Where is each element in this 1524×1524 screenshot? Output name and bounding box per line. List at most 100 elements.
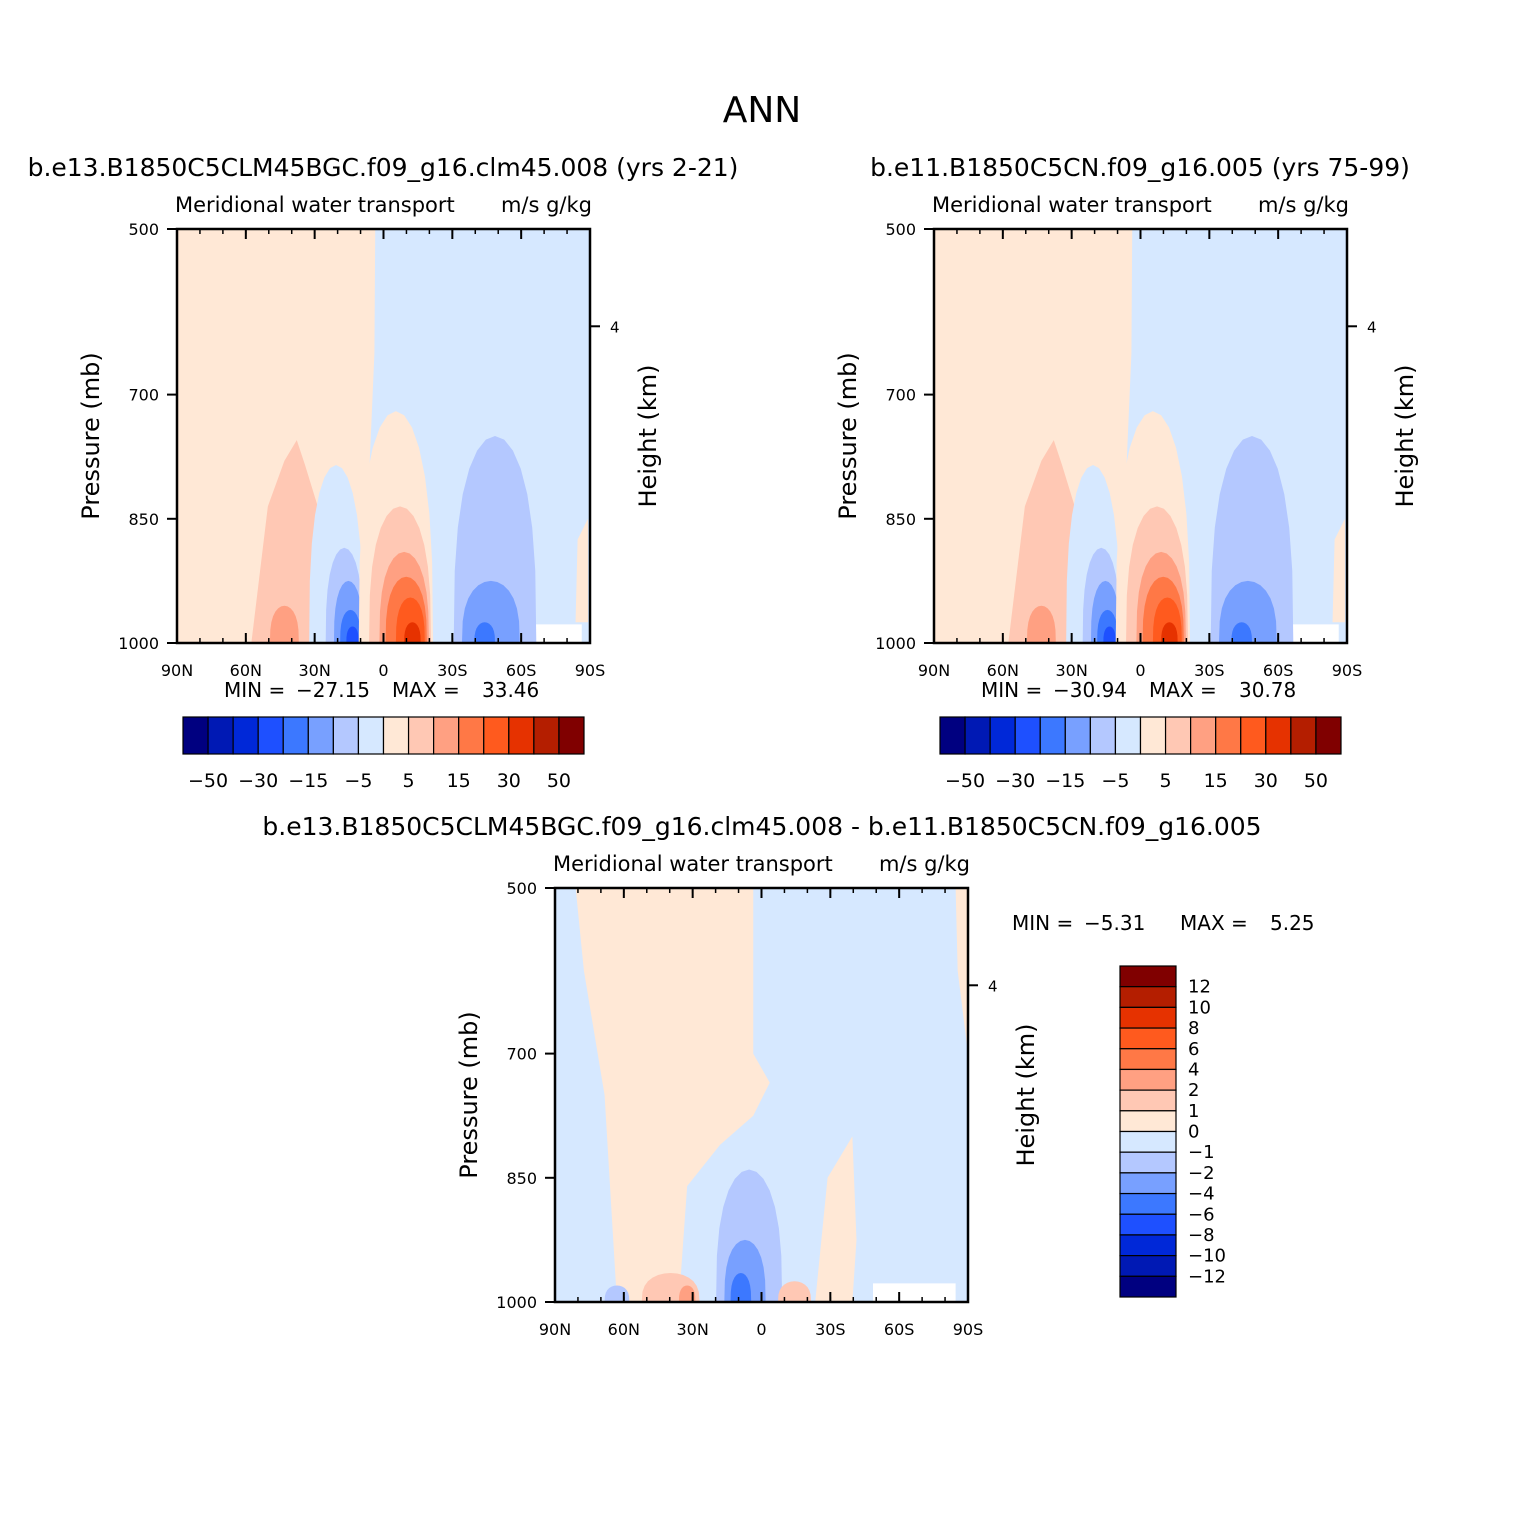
field-southern-positive-strip <box>1332 518 1345 623</box>
y-tick-label: 700 <box>885 386 916 405</box>
colorbar-swatch <box>382 716 410 755</box>
field-diff-positive-surface-core <box>678 1285 696 1302</box>
field-diff-positive-north <box>575 888 770 1302</box>
colorbar-swatch <box>1119 1213 1177 1236</box>
colorbar-swatch <box>1014 716 1041 755</box>
colorbar-label: 10 <box>1188 997 1211 1018</box>
contour-field <box>555 888 968 1302</box>
x-tick-label: 90N <box>161 661 193 680</box>
colorbar-swatch <box>1119 1172 1177 1195</box>
field-southern-negative-core <box>1231 622 1253 643</box>
colorbar-swatch <box>533 716 560 755</box>
colorbar-label: −10 <box>1188 1246 1226 1267</box>
max-value: 33.46 <box>482 678 539 702</box>
y-tick-label: 700 <box>128 386 159 405</box>
colorbar-swatch <box>1039 716 1066 755</box>
x-tick-label: 60S <box>884 1320 915 1339</box>
colorbar-label: −2 <box>1188 1163 1215 1184</box>
x-tick-label: 90N <box>539 1320 571 1339</box>
y-tick-label: 850 <box>885 510 916 529</box>
colorbar-swatch <box>1119 1110 1177 1133</box>
y2-axis-label: Height (km) <box>1012 1024 1040 1167</box>
colorbar-label: −4 <box>1188 1184 1215 1205</box>
y-tick-label: 1000 <box>118 634 159 653</box>
colorbar-swatch <box>1119 1130 1177 1153</box>
colorbar-label: −6 <box>1188 1204 1215 1225</box>
colorbar-label: −5 <box>344 770 372 792</box>
colorbar-label: −15 <box>1045 770 1085 792</box>
contour-field <box>177 229 590 643</box>
x-tick-label: 30S <box>1194 661 1225 680</box>
colorbar-label: −30 <box>238 770 278 792</box>
colorbar-label: 15 <box>447 770 471 792</box>
colorbar-swatch <box>357 716 385 755</box>
panel-units: m/s g/kg <box>501 193 592 217</box>
max-label: MAX = <box>1180 911 1248 935</box>
panel-subtitle: Meridional water transport <box>932 193 1212 217</box>
y-tick-label: 1000 <box>875 634 916 653</box>
min-value: −5.31 <box>1084 911 1145 935</box>
colorbar-label: 15 <box>1204 770 1228 792</box>
panel-subtitle: Meridional water transport <box>553 852 833 876</box>
field-midlat-positive-core <box>1026 605 1056 643</box>
colorbar-swatch <box>1215 716 1242 755</box>
y2-axis-label: Height (km) <box>1391 365 1419 508</box>
field-diff-negative-core <box>730 1273 752 1302</box>
max-label: MAX = <box>1149 678 1217 702</box>
colorbar-label: −50 <box>188 770 228 792</box>
x-tick-label: 30N <box>299 661 331 680</box>
min-label: MIN = <box>1012 911 1073 935</box>
colorbar-swatch <box>558 716 585 755</box>
x-tick-label: 90S <box>1332 661 1363 680</box>
missing-data-region <box>873 1283 956 1302</box>
x-tick-label: 60N <box>608 1320 640 1339</box>
colorbar-label: 1 <box>1188 1101 1199 1122</box>
x-tick-label: 30N <box>677 1320 709 1339</box>
colorbar-label: 5 <box>403 770 415 792</box>
colorbar-swatch <box>307 716 334 755</box>
colorbar-swatch <box>1119 1234 1177 1257</box>
colorbar-swatch <box>1089 716 1117 755</box>
x-tick-label: 0 <box>1135 661 1145 680</box>
colorbar-label: −50 <box>945 770 985 792</box>
colorbar-label: 8 <box>1188 1018 1199 1039</box>
colorbar-swatch <box>332 716 360 755</box>
colorbar-swatch <box>508 716 535 755</box>
colorbar-label: 50 <box>547 770 571 792</box>
colorbar-swatch <box>1290 716 1317 755</box>
panel-title: b.e13.B1850C5CLM45BGC.f09_g16.clm45.008 … <box>262 812 1261 841</box>
x-tick-label: 90N <box>918 661 950 680</box>
field-diff-positive-south <box>815 1136 857 1302</box>
colorbar-swatch <box>407 716 435 755</box>
field-southern-positive-strip <box>575 518 588 623</box>
x-tick-label: 30S <box>437 661 468 680</box>
colorbar-swatch <box>483 716 510 755</box>
field-hadley-positive-core <box>1161 622 1178 643</box>
y-tick-label: 500 <box>506 879 537 898</box>
x-tick-label: 60S <box>506 661 537 680</box>
y-axis-label: Pressure (mb) <box>834 352 862 519</box>
colorbar-swatch <box>1119 1048 1177 1071</box>
min-label: MIN = <box>224 678 285 702</box>
y-tick-label: 1000 <box>496 1293 537 1312</box>
panel-difference: b.e13.B1850C5CLM45BGC.f09_g16.clm45.008 … <box>262 812 1314 1339</box>
colorbar-swatch <box>182 716 209 755</box>
colorbar-label: 30 <box>1254 770 1278 792</box>
colorbar-label: 4 <box>1188 1059 1199 1080</box>
max-value: 30.78 <box>1239 678 1296 702</box>
field-tropical-negative-core <box>346 626 359 643</box>
y-axis-label: Pressure (mb) <box>77 352 105 519</box>
colorbar-swatch <box>1119 1275 1177 1298</box>
y-tick-label: 500 <box>128 220 159 239</box>
colorbar-swatch <box>1119 1192 1177 1215</box>
y-axis-label: Pressure (mb) <box>455 1011 483 1178</box>
colorbar-swatch <box>1119 986 1177 1008</box>
contour-field <box>934 229 1347 643</box>
y-tick-label: 850 <box>128 510 159 529</box>
colorbar-label: 12 <box>1188 977 1211 998</box>
x-tick-label: 30N <box>1056 661 1088 680</box>
colorbar-swatch <box>1190 716 1217 755</box>
colorbar-swatch <box>1139 716 1167 755</box>
x-tick-label: 60N <box>987 661 1019 680</box>
colorbar-swatch <box>1119 965 1177 988</box>
